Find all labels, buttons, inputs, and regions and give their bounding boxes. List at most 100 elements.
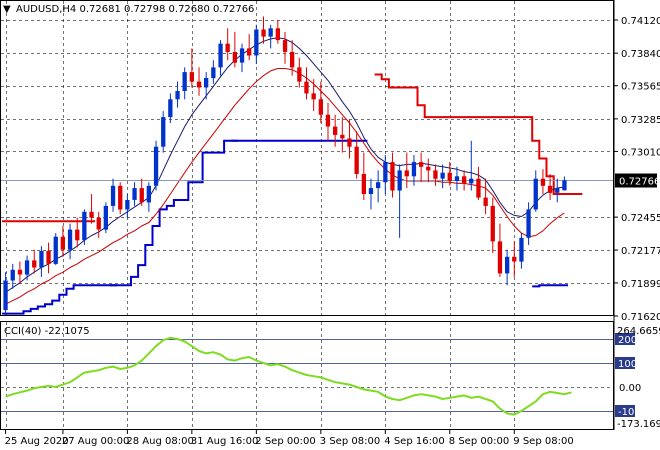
chart-header: AUDUSD,H4 0.72681 0.72798 0.72680 0.7276…: [16, 4, 254, 15]
candle-bull: [132, 182, 137, 206]
candle-body: [497, 241, 503, 274]
candle-body: [462, 176, 467, 184]
candle-bull: [24, 255, 30, 281]
support-line: [532, 284, 568, 288]
x-tick-label: 9 Sep 08:00: [513, 436, 573, 447]
x-tick-label: 3 Sep 08:00: [320, 436, 380, 447]
cci-level-label: 100: [618, 359, 637, 370]
candle-body: [361, 173, 366, 194]
candle-bull: [218, 40, 223, 76]
candle-body: [540, 178, 546, 186]
candle-body: [196, 81, 202, 88]
candle-body: [282, 40, 288, 52]
candle-body: [311, 93, 316, 100]
candle-body: [469, 178, 474, 184]
candle-body: [368, 188, 374, 194]
candle-body: [390, 162, 395, 191]
candle-bear: [225, 28, 230, 61]
candle-bear: [189, 48, 194, 88]
cci-level-box: [615, 357, 635, 369]
candle-body: [146, 185, 151, 203]
candle-bear: [347, 119, 352, 159]
chart-menu-marker[interactable]: ▼: [3, 4, 11, 15]
candle-bear: [483, 178, 488, 215]
cci-line: [5, 336, 572, 416]
candles: [3, 16, 567, 316]
cci-grid: [1, 322, 613, 429]
candle-bull: [239, 43, 245, 73]
candle-bull: [519, 233, 524, 269]
candle-bear: [32, 249, 37, 274]
candle-bull: [533, 170, 538, 212]
candle-body: [505, 256, 510, 274]
candle-body: [268, 28, 273, 37]
candle-bear: [60, 226, 65, 257]
candle-bear: [311, 79, 316, 112]
candle-body: [161, 117, 166, 147]
candle-body: [32, 260, 37, 268]
candle-bear: [462, 170, 467, 191]
candle-body: [318, 99, 323, 115]
candle-body: [454, 176, 460, 181]
candle-bull: [39, 246, 44, 277]
candle-body: [139, 188, 144, 203]
candle-body: [103, 205, 108, 230]
candle-body: [110, 185, 116, 206]
candle-body: [175, 91, 180, 100]
candle-bear: [89, 194, 94, 224]
candle-bull: [146, 182, 151, 212]
candle-body: [153, 146, 159, 186]
candle-body: [440, 172, 445, 179]
y-tick-label: 0.74120: [621, 16, 660, 27]
candle-bear: [17, 261, 23, 285]
candle-body: [17, 269, 23, 275]
candle-bear: [497, 223, 503, 277]
current-price-tag: 0.72766: [615, 173, 660, 188]
candle-bear: [46, 242, 51, 274]
candle-body: [304, 81, 309, 94]
candle-bull: [454, 166, 460, 191]
candle-bull: [10, 263, 15, 289]
candle-bull: [368, 178, 374, 210]
candle-body: [67, 229, 73, 250]
y-tick-label: 0.73285: [621, 115, 660, 126]
candle-bear: [540, 169, 546, 195]
candle-body: [297, 67, 302, 82]
candle-bull: [526, 202, 531, 245]
candle-body: [189, 72, 194, 82]
y-tick-label: 0.72455: [621, 213, 660, 224]
candle-body: [275, 28, 280, 41]
candle-bull: [168, 93, 173, 124]
candle-body: [526, 209, 531, 238]
candle-body: [483, 197, 488, 206]
x-tick-label: 27 Aug 00:00: [62, 436, 129, 447]
candle-body: [239, 48, 245, 63]
candle-bear: [275, 20, 280, 44]
candle-bull: [376, 170, 381, 203]
candle-body: [46, 250, 51, 264]
candle-body: [340, 134, 345, 139]
candle-body: [547, 185, 553, 193]
candle-body: [60, 236, 65, 250]
current-price-box: [615, 173, 657, 188]
candle-body: [10, 269, 15, 281]
candle-bull: [67, 223, 73, 260]
candle-body: [225, 43, 230, 52]
candle-bear: [390, 152, 395, 198]
candle-bear: [340, 117, 345, 153]
candle-body: [397, 170, 402, 191]
y-tick-label: 0.73840: [621, 49, 660, 60]
candle-body: [426, 166, 431, 171]
candle-body: [376, 182, 381, 189]
candle-bull: [125, 194, 130, 218]
candle-body: [118, 185, 123, 210]
candle-bear: [476, 166, 481, 200]
y-tick-label: 0.71899: [621, 279, 660, 290]
candle-body: [218, 43, 223, 68]
candle-bull: [103, 202, 108, 234]
candle-body: [555, 188, 560, 193]
candle-bear: [139, 178, 144, 206]
candle-bear: [96, 211, 101, 238]
